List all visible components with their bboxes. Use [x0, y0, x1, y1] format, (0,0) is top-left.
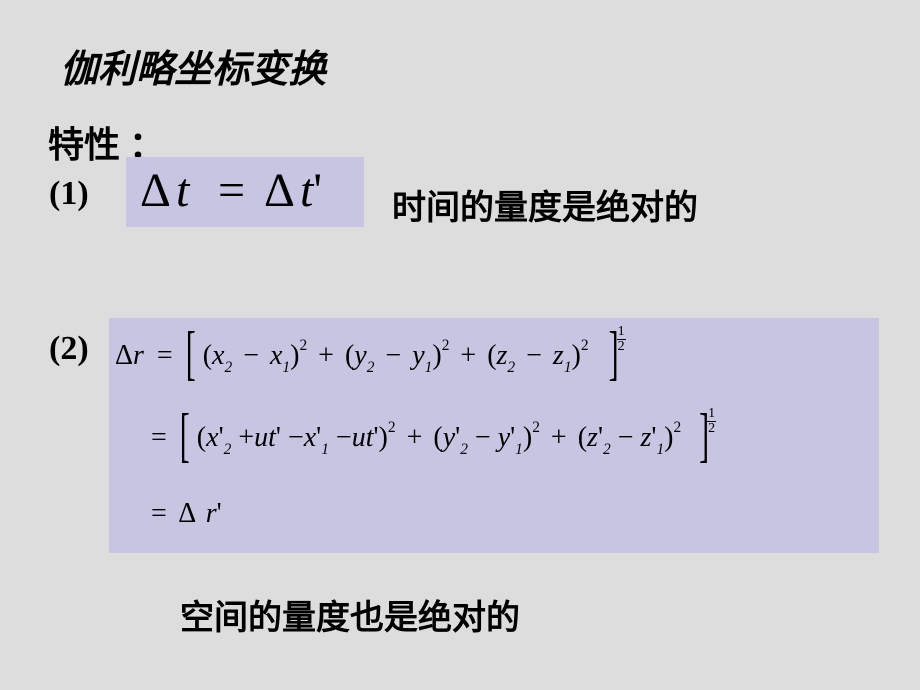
- variable-x2: x2: [212, 340, 232, 371]
- variable-r: r: [133, 340, 144, 371]
- minus-sign: −: [618, 422, 634, 453]
- item-2-label: (2): [49, 330, 89, 368]
- squared: 2: [388, 419, 396, 436]
- minus-sign: −: [526, 340, 542, 371]
- delta-symbol: Δ: [264, 163, 295, 218]
- close-paren: ): [572, 340, 581, 371]
- variable-y2: y2: [354, 340, 374, 371]
- variable-z2: z2: [497, 340, 516, 371]
- plus-sign: +: [460, 340, 476, 371]
- equation-1-highlight: Δ t = Δ t': [126, 157, 364, 227]
- delta-symbol: Δ: [140, 163, 171, 218]
- variable-x1: x1: [270, 340, 290, 371]
- minus-sign: −: [475, 422, 491, 453]
- minus-sign: −: [288, 422, 304, 453]
- left-bracket: [: [180, 407, 190, 467]
- variable-t-prime: t': [300, 163, 322, 218]
- variable-zp2: z'2: [587, 422, 611, 453]
- exponent-half: 12: [617, 325, 626, 354]
- plus-sign: +: [407, 422, 423, 453]
- variable-r-prime: r': [206, 498, 222, 529]
- open-paren: (: [487, 340, 496, 371]
- squared: 2: [442, 337, 450, 354]
- exponent-half: 12: [707, 407, 716, 436]
- variable-z1: z1: [553, 340, 572, 371]
- slide: 伽利略坐标变换 特性 ： (1) Δ t = Δ t' 时间的量度是绝对的 (2…: [0, 0, 920, 690]
- equation-2: Δr = [ (x2 − x1)2 + (y2 − y1)2 + (z2 − z…: [109, 318, 879, 553]
- variable-zp1: z'1: [640, 422, 664, 453]
- minus-sign: −: [243, 340, 259, 371]
- equals-sign: =: [157, 340, 173, 371]
- close-paren: ): [523, 422, 532, 453]
- plus-sign: +: [551, 422, 567, 453]
- variable-y1: y1: [412, 340, 432, 371]
- variable-yp1: y'1: [498, 422, 523, 453]
- variable-xp2: x'2: [206, 422, 231, 453]
- plus-sign: +: [318, 340, 334, 371]
- squared: 2: [299, 337, 307, 354]
- left-bracket: [: [186, 325, 196, 385]
- delta-symbol: Δ: [178, 498, 194, 529]
- variable-xp1: x'1: [304, 422, 329, 453]
- variable-yp2: y'2: [443, 422, 468, 453]
- open-paren: (: [578, 422, 587, 453]
- equation-1: Δ t = Δ t': [126, 157, 364, 227]
- close-paren: ): [432, 340, 441, 371]
- minus-sign: −: [336, 422, 352, 453]
- equation-2-line-1: Δr = [ (x2 − x1)2 + (y2 − y1)2 + (z2 − z…: [115, 340, 626, 372]
- equals-sign: =: [218, 163, 245, 218]
- minus-sign: −: [385, 340, 401, 371]
- slide-title: 伽利略坐标变换: [60, 38, 326, 93]
- open-paren: (: [203, 340, 212, 371]
- equation-2-line-3: = Δ r': [151, 498, 222, 530]
- equation-2-highlight: Δr = [ (x2 − x1)2 + (y2 − y1)2 + (z2 − z…: [109, 318, 879, 553]
- open-paren: (: [433, 422, 442, 453]
- squared: 2: [673, 419, 681, 436]
- plus-sign: +: [238, 422, 254, 453]
- equation-2-line-2: = [ (x'2 +ut' −x'1 −ut')2 + (y'2 − y'1)2…: [151, 422, 716, 454]
- variable-ut-prime: ut': [254, 422, 281, 453]
- equals-sign: =: [151, 422, 167, 453]
- squared: 2: [532, 419, 540, 436]
- squared: 2: [581, 337, 589, 354]
- item-2-description: 空间的量度也是绝对的: [180, 590, 520, 639]
- item-1-label: (1): [49, 175, 89, 213]
- equals-sign: =: [151, 498, 167, 529]
- variable-ut-prime: ut': [352, 422, 379, 453]
- open-paren: (: [345, 340, 354, 371]
- item-1-description: 时间的量度是绝对的: [392, 180, 698, 229]
- variable-t: t: [176, 163, 189, 218]
- delta-symbol: Δ: [115, 340, 133, 371]
- open-paren: (: [197, 422, 206, 453]
- close-paren: ): [379, 422, 388, 453]
